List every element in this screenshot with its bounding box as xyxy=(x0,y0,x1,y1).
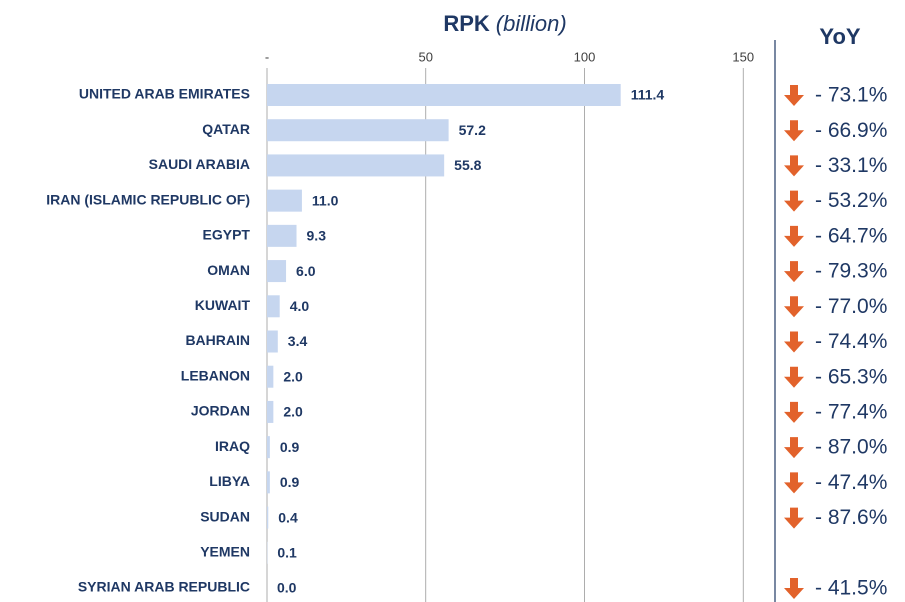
category-label: YEMEN xyxy=(200,543,250,559)
yoy-label: - 33.1% xyxy=(815,154,887,177)
yoy-label: - 65.3% xyxy=(815,365,887,388)
yoy-label: - 74.4% xyxy=(815,330,887,353)
yoy-arrow xyxy=(784,261,804,283)
value-label: 0.1 xyxy=(277,544,297,560)
yoy-arrow xyxy=(784,472,804,494)
bar xyxy=(267,260,287,283)
yoy-label: - 53.2% xyxy=(815,189,887,212)
title-unit: (billion) xyxy=(496,11,567,36)
yoy-arrow xyxy=(784,155,804,177)
yoy-arrow xyxy=(784,225,804,247)
category-label: EGYPT xyxy=(203,227,251,243)
yoy-arrow xyxy=(784,507,804,529)
x-tick-label: 150 xyxy=(732,49,754,64)
category-label: IRAN (ISLAMIC REPUBLIC OF) xyxy=(46,191,250,207)
bar xyxy=(267,154,445,177)
bar xyxy=(267,295,280,318)
bar xyxy=(267,84,621,106)
value-label: 11.0 xyxy=(312,192,339,208)
yoy-arrow xyxy=(784,190,804,212)
chart-title: RPK (billion) xyxy=(443,11,566,36)
yoy-arrow xyxy=(784,401,804,423)
yoy-label: - 41.5% xyxy=(815,577,887,600)
x-tick-label: - xyxy=(265,49,269,64)
category-label: QATAR xyxy=(202,121,250,137)
bar xyxy=(267,330,278,353)
yoy-label: - 79.3% xyxy=(815,260,887,283)
category-label: OMAN xyxy=(207,262,250,278)
category-label: SUDAN xyxy=(200,508,250,524)
x-tick-label: 50 xyxy=(419,49,433,64)
value-label: 6.0 xyxy=(296,263,316,279)
category-label: SAUDI ARABIA xyxy=(149,156,250,172)
bar xyxy=(267,436,270,459)
yoy-header: YoY xyxy=(819,24,860,49)
bar xyxy=(267,365,274,388)
yoy-arrow xyxy=(784,85,804,106)
yoy-label: - 64.7% xyxy=(815,224,887,247)
yoy-label: - 47.4% xyxy=(815,471,887,494)
yoy-arrow xyxy=(784,366,804,388)
yoy-arrow xyxy=(784,578,804,599)
value-label: 0.4 xyxy=(278,509,298,525)
value-label: 0.9 xyxy=(280,439,300,455)
yoy-arrow xyxy=(784,437,804,459)
category-label: IRAQ xyxy=(215,438,250,454)
value-label: 2.0 xyxy=(283,368,303,384)
category-label: JORDAN xyxy=(191,403,250,419)
yoy-label: - 87.6% xyxy=(815,506,887,529)
value-label: 3.4 xyxy=(288,333,308,349)
yoy-label: - 87.0% xyxy=(815,436,887,459)
yoy-arrow xyxy=(784,296,804,318)
x-tick-label: 100 xyxy=(574,49,596,64)
value-label: 57.2 xyxy=(459,122,486,138)
yoy-label: - 66.9% xyxy=(815,119,887,142)
value-label: 4.0 xyxy=(290,298,310,314)
value-label: 0.9 xyxy=(280,474,300,490)
category-label: LEBANON xyxy=(181,367,250,383)
bar xyxy=(267,506,269,529)
category-label: KUWAIT xyxy=(195,297,251,313)
category-label: SYRIAN ARAB REPUBLIC xyxy=(78,579,250,595)
category-label: LIBYA xyxy=(209,473,250,489)
bar xyxy=(267,471,270,494)
category-label: BAHRAIN xyxy=(185,332,250,348)
value-label: 111.4 xyxy=(631,87,665,103)
value-label: 9.3 xyxy=(307,228,327,244)
bar xyxy=(267,224,297,247)
bar xyxy=(267,189,302,212)
yoy-arrow xyxy=(784,120,804,142)
category-label: UNITED ARAB EMIRATES xyxy=(79,86,250,102)
yoy-label: - 77.0% xyxy=(815,295,887,318)
title-main: RPK xyxy=(443,11,490,36)
value-label: 0.0 xyxy=(277,580,297,596)
value-label: 2.0 xyxy=(283,404,303,420)
yoy-label: - 73.1% xyxy=(815,84,887,107)
bar xyxy=(267,119,449,142)
value-label: 55.8 xyxy=(454,157,481,173)
yoy-label: - 77.4% xyxy=(815,400,887,423)
bar xyxy=(267,400,274,423)
yoy-arrow xyxy=(784,331,804,353)
